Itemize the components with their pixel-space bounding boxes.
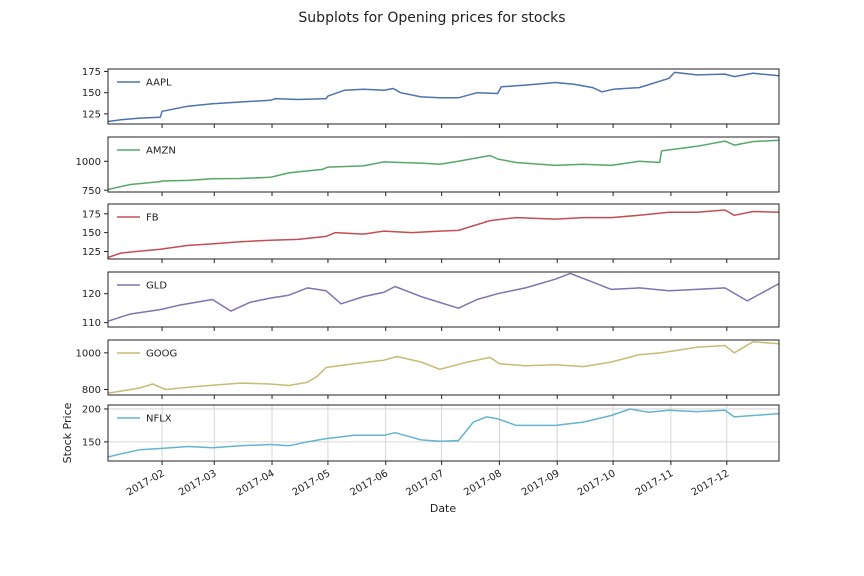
series-line-nflx <box>107 408 780 458</box>
x-axis-ticks: 2017-02 2017-03 2017-04 2017-05 2017-06 2017-… <box>125 468 731 498</box>
x-tick-label: 2017-06 <box>349 468 391 498</box>
subplot-nflx: 150 200 NFLX <box>82 404 780 465</box>
series-line-gld <box>107 272 780 322</box>
series-line-fb <box>107 209 780 259</box>
series-line-aapl <box>107 71 780 123</box>
y-axis-label: Stock Price <box>61 402 74 463</box>
legend-label: GLD <box>146 281 167 292</box>
y-tick-label: 175 <box>82 209 101 220</box>
x-tick-label: 2017-09 <box>520 468 562 498</box>
x-tick-label: 2017-10 <box>576 468 618 498</box>
axes-frame <box>107 339 780 396</box>
axes-frame <box>107 136 780 193</box>
legend-label: AMZN <box>146 146 176 157</box>
x-axis-label: Date <box>430 502 457 515</box>
subplot-goog: 800 1000 GOOG <box>76 339 780 399</box>
y-tick-label: 1000 <box>76 348 101 359</box>
y-tick-label: 120 <box>82 289 101 300</box>
subplot-aapl: 125 150 175 AAPL <box>82 67 780 128</box>
x-tick-label: 2017-11 <box>634 468 676 498</box>
x-tick-label: 2017-08 <box>462 468 504 498</box>
x-tick-label: 2017-03 <box>177 468 219 498</box>
axes-frame <box>107 271 780 328</box>
y-tick-label: 125 <box>82 247 101 258</box>
y-tick-label: 150 <box>82 437 101 448</box>
y-tick-label: 125 <box>82 109 101 120</box>
legend-label: AAPL <box>146 78 172 89</box>
x-tick-label: 2017-02 <box>125 468 167 498</box>
y-tick-label: 150 <box>82 88 101 99</box>
y-tick-label: 150 <box>82 228 101 239</box>
legend-label: GOOG <box>146 349 177 360</box>
subplot-fb: 125 150 175 FB <box>82 203 780 263</box>
y-tick-label: 110 <box>82 318 101 329</box>
series-line-amzn <box>107 139 780 191</box>
x-tick-label: 2017-07 <box>404 468 446 498</box>
y-tick-label: 800 <box>82 385 101 396</box>
legend-label: FB <box>146 213 159 224</box>
axes-frame <box>107 404 780 462</box>
x-tick-label: 2017-05 <box>291 468 333 498</box>
subplot-gld: 110 120 GLD <box>82 271 780 331</box>
y-tick-label: 200 <box>82 404 101 415</box>
chart-title: Subplots for Opening prices for stocks <box>298 10 565 26</box>
subplot-amzn: 750 1000 AMZN <box>76 136 780 197</box>
y-tick-label: 750 <box>82 186 101 197</box>
subplot-panels: 125 150 175 AAPL 750 1000 AMZN 125 150 175 FB 110 12… <box>76 67 780 465</box>
x-tick-label: 2017-12 <box>690 468 732 498</box>
series-line-goog <box>107 341 780 394</box>
y-tick-label: 1000 <box>76 157 101 168</box>
axes-frame <box>107 68 780 125</box>
x-tick-label: 2017-04 <box>235 468 277 498</box>
axes-frame <box>107 203 780 260</box>
legend-label: NFLX <box>146 414 172 425</box>
y-tick-label: 175 <box>82 67 101 78</box>
